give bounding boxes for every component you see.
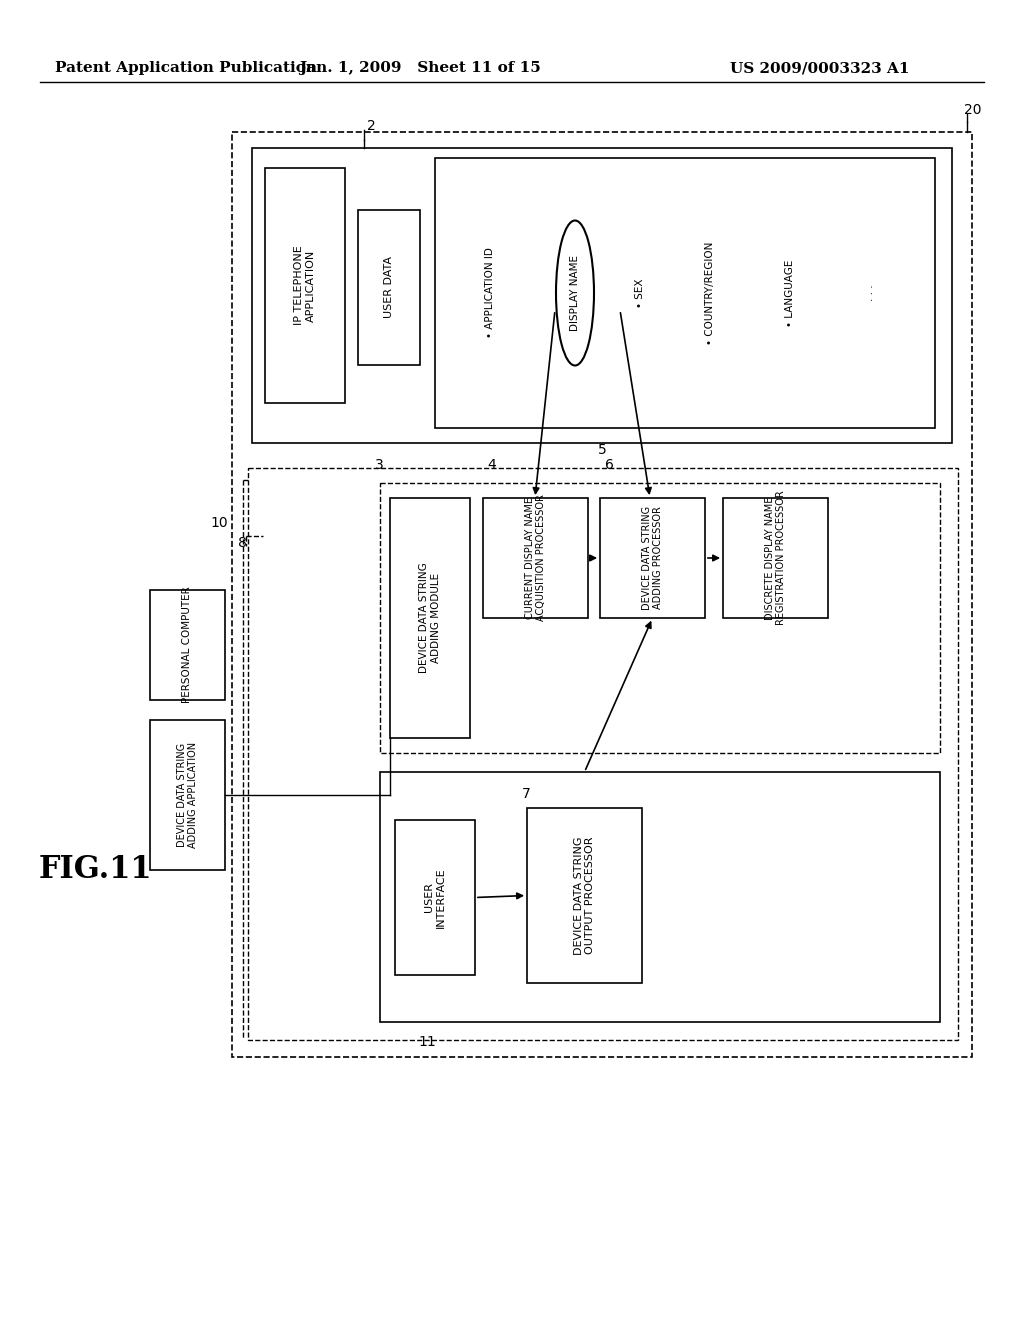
Text: DEVICE DATA STRING
ADDING MODULE: DEVICE DATA STRING ADDING MODULE [419,562,440,673]
Text: 5: 5 [598,444,607,457]
Text: DISPLAY NAME: DISPLAY NAME [570,255,580,331]
Text: . . .: . . . [865,285,874,301]
Text: 11: 11 [418,1035,436,1049]
Text: 7: 7 [522,787,530,801]
Bar [380,772,940,1022]
Text: CURRENT DISPLAY NAME
ACQUISITION PROCESSOR: CURRENT DISPLAY NAME ACQUISITION PROCESS… [524,495,546,622]
Text: DISCRETE DISPLAY NAME
REGISTRATION PROCESSOR: DISCRETE DISPLAY NAME REGISTRATION PROCE… [765,491,786,626]
Bar [150,719,225,870]
Bar [265,168,345,403]
Text: 3: 3 [375,458,384,473]
Text: USER
INTERFACE: USER INTERFACE [424,867,445,928]
Text: • APPLICATION ID: • APPLICATION ID [485,248,495,338]
Bar [380,483,940,752]
Text: Patent Application Publication: Patent Application Publication [55,61,317,75]
Bar [248,469,958,1040]
Text: 10: 10 [210,516,227,531]
Bar [150,590,225,700]
Bar [600,498,705,618]
Bar [527,808,642,983]
Text: FIG.11: FIG.11 [38,854,152,886]
Bar [395,820,475,975]
Bar [483,498,588,618]
Bar [390,498,470,738]
Text: DEVICE DATA STRING
OUTPUT PROCESSOR: DEVICE DATA STRING OUTPUT PROCESSOR [573,837,595,954]
Text: • COUNTRY/REGION: • COUNTRY/REGION [705,242,715,345]
Bar [252,148,952,444]
Text: • SEX: • SEX [635,279,645,308]
Text: 4: 4 [487,458,496,473]
Text: Jan. 1, 2009   Sheet 11 of 15: Jan. 1, 2009 Sheet 11 of 15 [299,61,541,75]
Bar [723,498,828,618]
Text: IP TELEPHONE
APPLICATION: IP TELEPHONE APPLICATION [294,246,315,325]
Text: 6: 6 [605,458,613,473]
Bar [435,158,935,428]
Text: USER DATA: USER DATA [384,256,394,318]
Text: DEVICE DATA STRING
ADDING APPLICATION: DEVICE DATA STRING ADDING APPLICATION [177,742,199,847]
Text: DEVICE DATA STRING
ADDING PROCESSOR: DEVICE DATA STRING ADDING PROCESSOR [642,506,664,610]
Text: 2: 2 [367,119,376,133]
Text: PERSONAL COMPUTER: PERSONAL COMPUTER [182,586,193,704]
Text: US 2009/0003323 A1: US 2009/0003323 A1 [730,61,909,75]
Bar [358,210,420,366]
Text: 8: 8 [238,536,247,550]
Text: 20: 20 [964,103,981,117]
Bar [232,132,972,1057]
Text: • LANGUAGE: • LANGUAGE [785,259,795,326]
